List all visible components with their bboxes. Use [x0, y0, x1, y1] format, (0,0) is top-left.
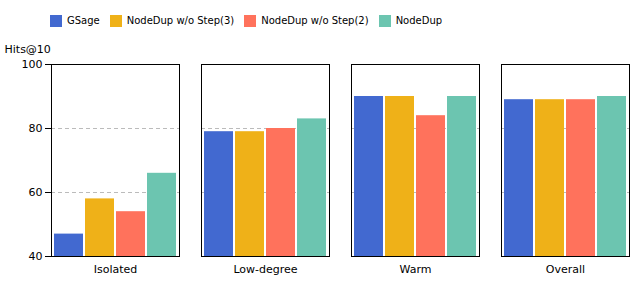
- svg-text:80: 80: [29, 122, 43, 135]
- svg-text:Low-degree: Low-degree: [233, 263, 297, 276]
- svg-text:60: 60: [29, 186, 43, 199]
- svg-text:40: 40: [29, 250, 43, 263]
- svg-text:Hits@10: Hits@10: [5, 43, 51, 56]
- html-text:NodeDup w/o Step(3): NodeDup w/o Step(3): [126, 15, 235, 26]
- html-text:NodeDup: NodeDup: [395, 15, 443, 26]
- svg-text:100: 100: [22, 58, 43, 71]
- html-text:NodeDup w/o Step(2): NodeDup w/o Step(2): [261, 15, 369, 26]
- svg-text:Warm: Warm: [400, 263, 432, 276]
- svg-text:Isolated: Isolated: [94, 263, 138, 276]
- svg-text:Overall: Overall: [546, 263, 585, 276]
- html-text:GSage: GSage: [67, 15, 100, 26]
